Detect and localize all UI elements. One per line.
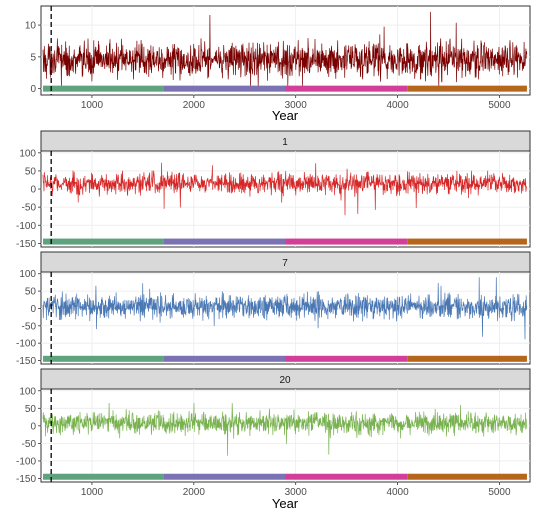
panel-20-strip-label: 20 bbox=[279, 375, 291, 386]
period-segment bbox=[407, 238, 527, 245]
panel-20-series bbox=[42, 402, 528, 456]
period-segment bbox=[407, 85, 527, 92]
y-tick-label: 0 bbox=[30, 421, 36, 432]
y-tick-label: -150 bbox=[16, 474, 36, 485]
series-line bbox=[42, 277, 528, 340]
period-segment bbox=[285, 473, 408, 480]
period-segment bbox=[285, 355, 408, 362]
x-tick-label: 3000 bbox=[285, 100, 308, 111]
period-segment bbox=[43, 355, 164, 362]
y-tick-label: -100 bbox=[16, 456, 36, 467]
series-line bbox=[42, 402, 528, 456]
y-tick-label: 100 bbox=[19, 148, 36, 159]
panel-20: 20 -150 -100 -50 0 50 100 1000 2000 3000 4000 500… bbox=[16, 368, 531, 511]
period-segment bbox=[285, 238, 408, 245]
period-segment bbox=[163, 355, 286, 362]
x-tick-label: 5000 bbox=[488, 487, 511, 498]
y-tick-label: 100 bbox=[19, 269, 36, 280]
x-tick-label: 2000 bbox=[183, 487, 206, 498]
y-tick-label: -150 bbox=[16, 356, 36, 367]
y-tick-label: -50 bbox=[22, 203, 37, 214]
y-tick-label: 0 bbox=[30, 304, 36, 315]
panel-20-x-ticks: 1000 2000 3000 4000 5000 bbox=[81, 482, 511, 498]
y-tick-label: 0 bbox=[30, 185, 36, 196]
panel-top-series bbox=[42, 11, 528, 87]
y-tick-label: 50 bbox=[25, 287, 37, 298]
panel-7: 7 -150 -100 -50 0 50 100 bbox=[16, 251, 531, 367]
period-segment bbox=[43, 238, 164, 245]
y-tick-label: 5 bbox=[30, 52, 36, 63]
x-tick-label: 4000 bbox=[386, 487, 409, 498]
period-segment bbox=[43, 473, 164, 480]
series-line bbox=[42, 162, 528, 216]
panel-top-period-bar bbox=[43, 85, 527, 92]
period-segment bbox=[163, 85, 286, 92]
panel-1-border bbox=[40, 150, 531, 248]
x-tick-label: 3000 bbox=[285, 487, 308, 498]
panel-7-series bbox=[42, 277, 528, 340]
y-tick-label: -50 bbox=[22, 321, 37, 332]
period-segment bbox=[163, 238, 286, 245]
panel-1-y-ticks: -150 -100 -50 0 50 100 bbox=[16, 148, 41, 250]
period-segment bbox=[285, 85, 408, 92]
period-segment bbox=[407, 355, 527, 362]
panel-7-border bbox=[40, 271, 531, 365]
period-segment bbox=[43, 85, 164, 92]
x-tick-label: 5000 bbox=[488, 100, 511, 111]
panel-20-x-axis-title: Year bbox=[272, 496, 299, 511]
x-tick-label: 1000 bbox=[81, 100, 104, 111]
panel-20-border bbox=[40, 388, 531, 483]
panel-top-y-ticks: 0 5 10 bbox=[25, 21, 41, 95]
x-tick-label: 4000 bbox=[386, 100, 409, 111]
panel-1: 1 -150 -100 -50 0 50 100 bbox=[16, 130, 531, 250]
x-tick-label: 2000 bbox=[183, 100, 206, 111]
y-tick-label: -100 bbox=[16, 339, 36, 350]
panel-7-y-ticks: -150 -100 -50 0 50 100 bbox=[16, 269, 41, 367]
panel-1-strip-label: 1 bbox=[282, 137, 288, 148]
panel-top: 0 5 10 1000 2000 3000 4000 5000 Year bbox=[25, 5, 531, 123]
y-tick-label: 50 bbox=[25, 404, 37, 415]
panel-7-strip-label: 7 bbox=[282, 258, 288, 269]
period-segment bbox=[163, 473, 286, 480]
panel-top-x-ticks: 1000 2000 3000 4000 5000 bbox=[81, 95, 511, 111]
panel-1-series bbox=[42, 162, 528, 216]
period-segment bbox=[407, 473, 527, 480]
y-tick-label: 100 bbox=[19, 386, 36, 397]
y-tick-label: 0 bbox=[30, 84, 36, 95]
y-tick-label: 50 bbox=[25, 166, 37, 177]
panel-top-x-axis-title: Year bbox=[272, 108, 299, 123]
y-tick-label: -100 bbox=[16, 221, 36, 232]
series-line bbox=[42, 11, 528, 87]
y-tick-label: -150 bbox=[16, 239, 36, 250]
panel-1-period-bar bbox=[43, 238, 527, 245]
x-tick-label: 1000 bbox=[81, 487, 104, 498]
panel-20-y-ticks: -150 -100 -50 0 50 100 bbox=[16, 386, 41, 485]
panel-20-period-bar bbox=[43, 473, 527, 480]
y-tick-label: -50 bbox=[22, 439, 37, 450]
y-tick-label: 10 bbox=[25, 21, 37, 32]
panel-7-period-bar bbox=[43, 355, 527, 362]
